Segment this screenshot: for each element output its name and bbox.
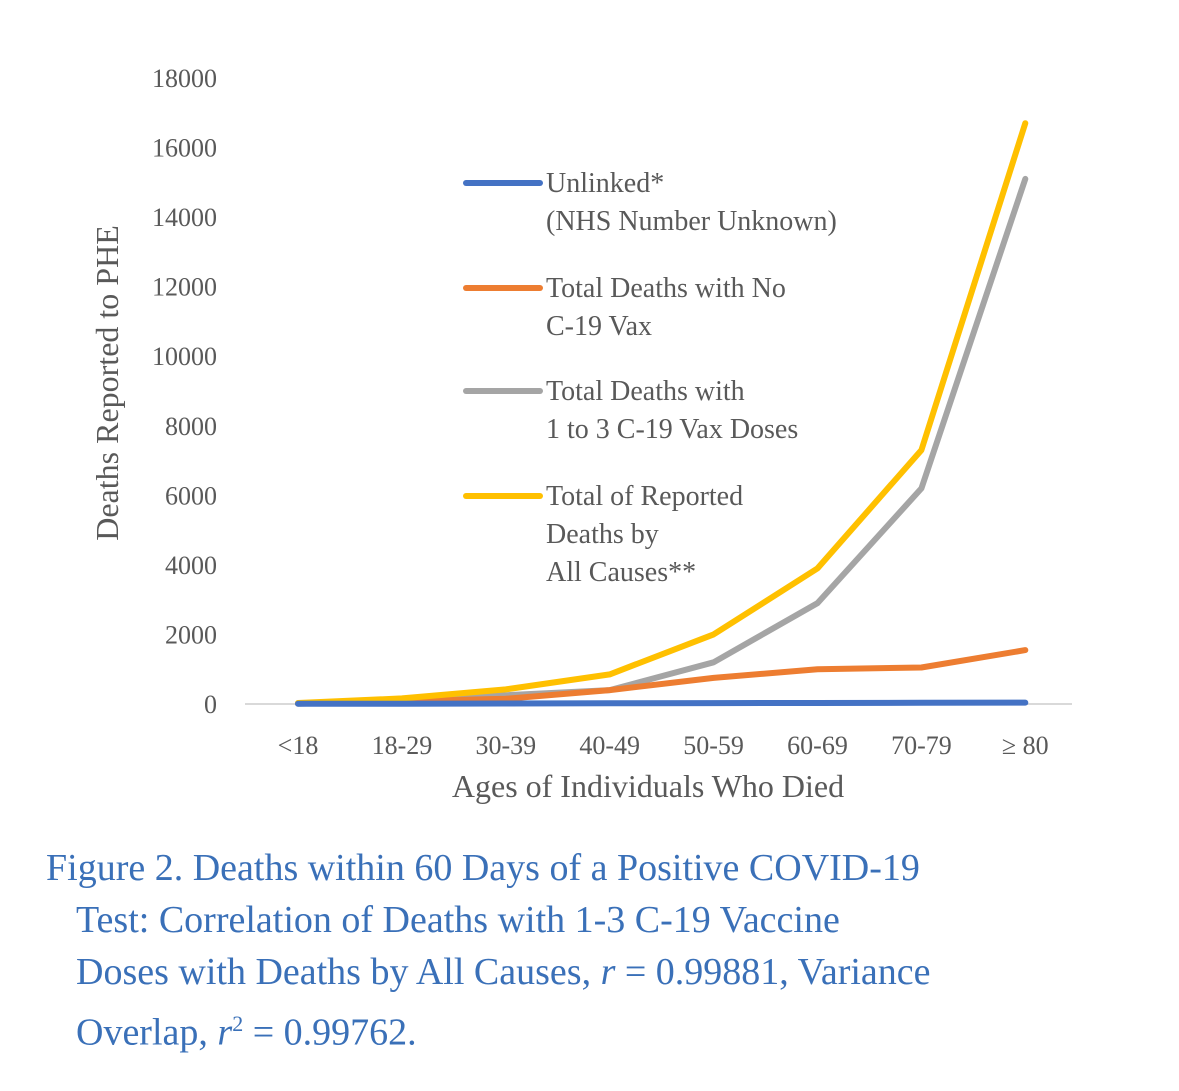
- caption-line-4: Overlap, r2 = 0.99762.: [76, 1011, 417, 1054]
- legend-label: 1 to 3 C-19 Vax Doses: [546, 414, 798, 445]
- x-axis-title: Ages of Individuals Who Died: [452, 768, 844, 804]
- x-tick-label: 40-49: [579, 731, 640, 760]
- x-tick-label: ≥ 80: [1002, 731, 1049, 760]
- chart: 0 2000 4000 6000 8000 10000 12000 14000 16000 180…: [89, 64, 1072, 804]
- y-tick-label: 2000: [165, 620, 217, 649]
- y-tick-label: 8000: [165, 412, 217, 441]
- legend-label: C-19 Vax: [546, 311, 652, 342]
- y-tick-label: 16000: [152, 134, 217, 163]
- y-axis-title: Deaths Reported to PHE: [89, 225, 125, 541]
- y-tick-label: 0: [204, 690, 217, 719]
- legend-label: Deaths by: [546, 519, 659, 550]
- y-tick-label: 6000: [165, 481, 217, 510]
- caption-line-2: Test: Correlation of Deaths with 1-3 C-1…: [76, 899, 840, 941]
- legend-label: All Causes**: [546, 557, 696, 588]
- x-tick-label: 50-59: [683, 731, 744, 760]
- legend-label: Total Deaths with No: [546, 273, 786, 304]
- legend-label: Total of Reported: [546, 481, 743, 512]
- x-tick-label: 30-39: [475, 731, 536, 760]
- legend-label: Unlinked*: [546, 168, 664, 199]
- y-tick-label: 18000: [152, 64, 217, 93]
- y-tick-label: 4000: [165, 551, 217, 580]
- series-line-1: [295, 699, 1029, 707]
- x-tick-label: <18: [278, 731, 319, 760]
- x-tick-label: 60-69: [787, 731, 848, 760]
- y-tick-label: 10000: [152, 342, 217, 371]
- legend-label: Total Deaths with: [546, 376, 745, 407]
- caption-line-1: Figure 2. Deaths within 60 Days of a Pos…: [46, 847, 920, 889]
- x-tick-label: 18-29: [372, 731, 433, 760]
- y-tick-label: 14000: [152, 203, 217, 232]
- x-tick-label: 70-79: [891, 731, 952, 760]
- series-line-4: [295, 120, 1029, 706]
- caption-line-3: Doses with Deaths by All Causes, r = 0.9…: [76, 951, 931, 993]
- legend-label: (NHS Number Unknown): [546, 206, 837, 237]
- y-tick-label: 12000: [152, 273, 217, 302]
- figure-caption: Figure 2. Deaths within 60 Days of a Pos…: [46, 842, 1146, 1059]
